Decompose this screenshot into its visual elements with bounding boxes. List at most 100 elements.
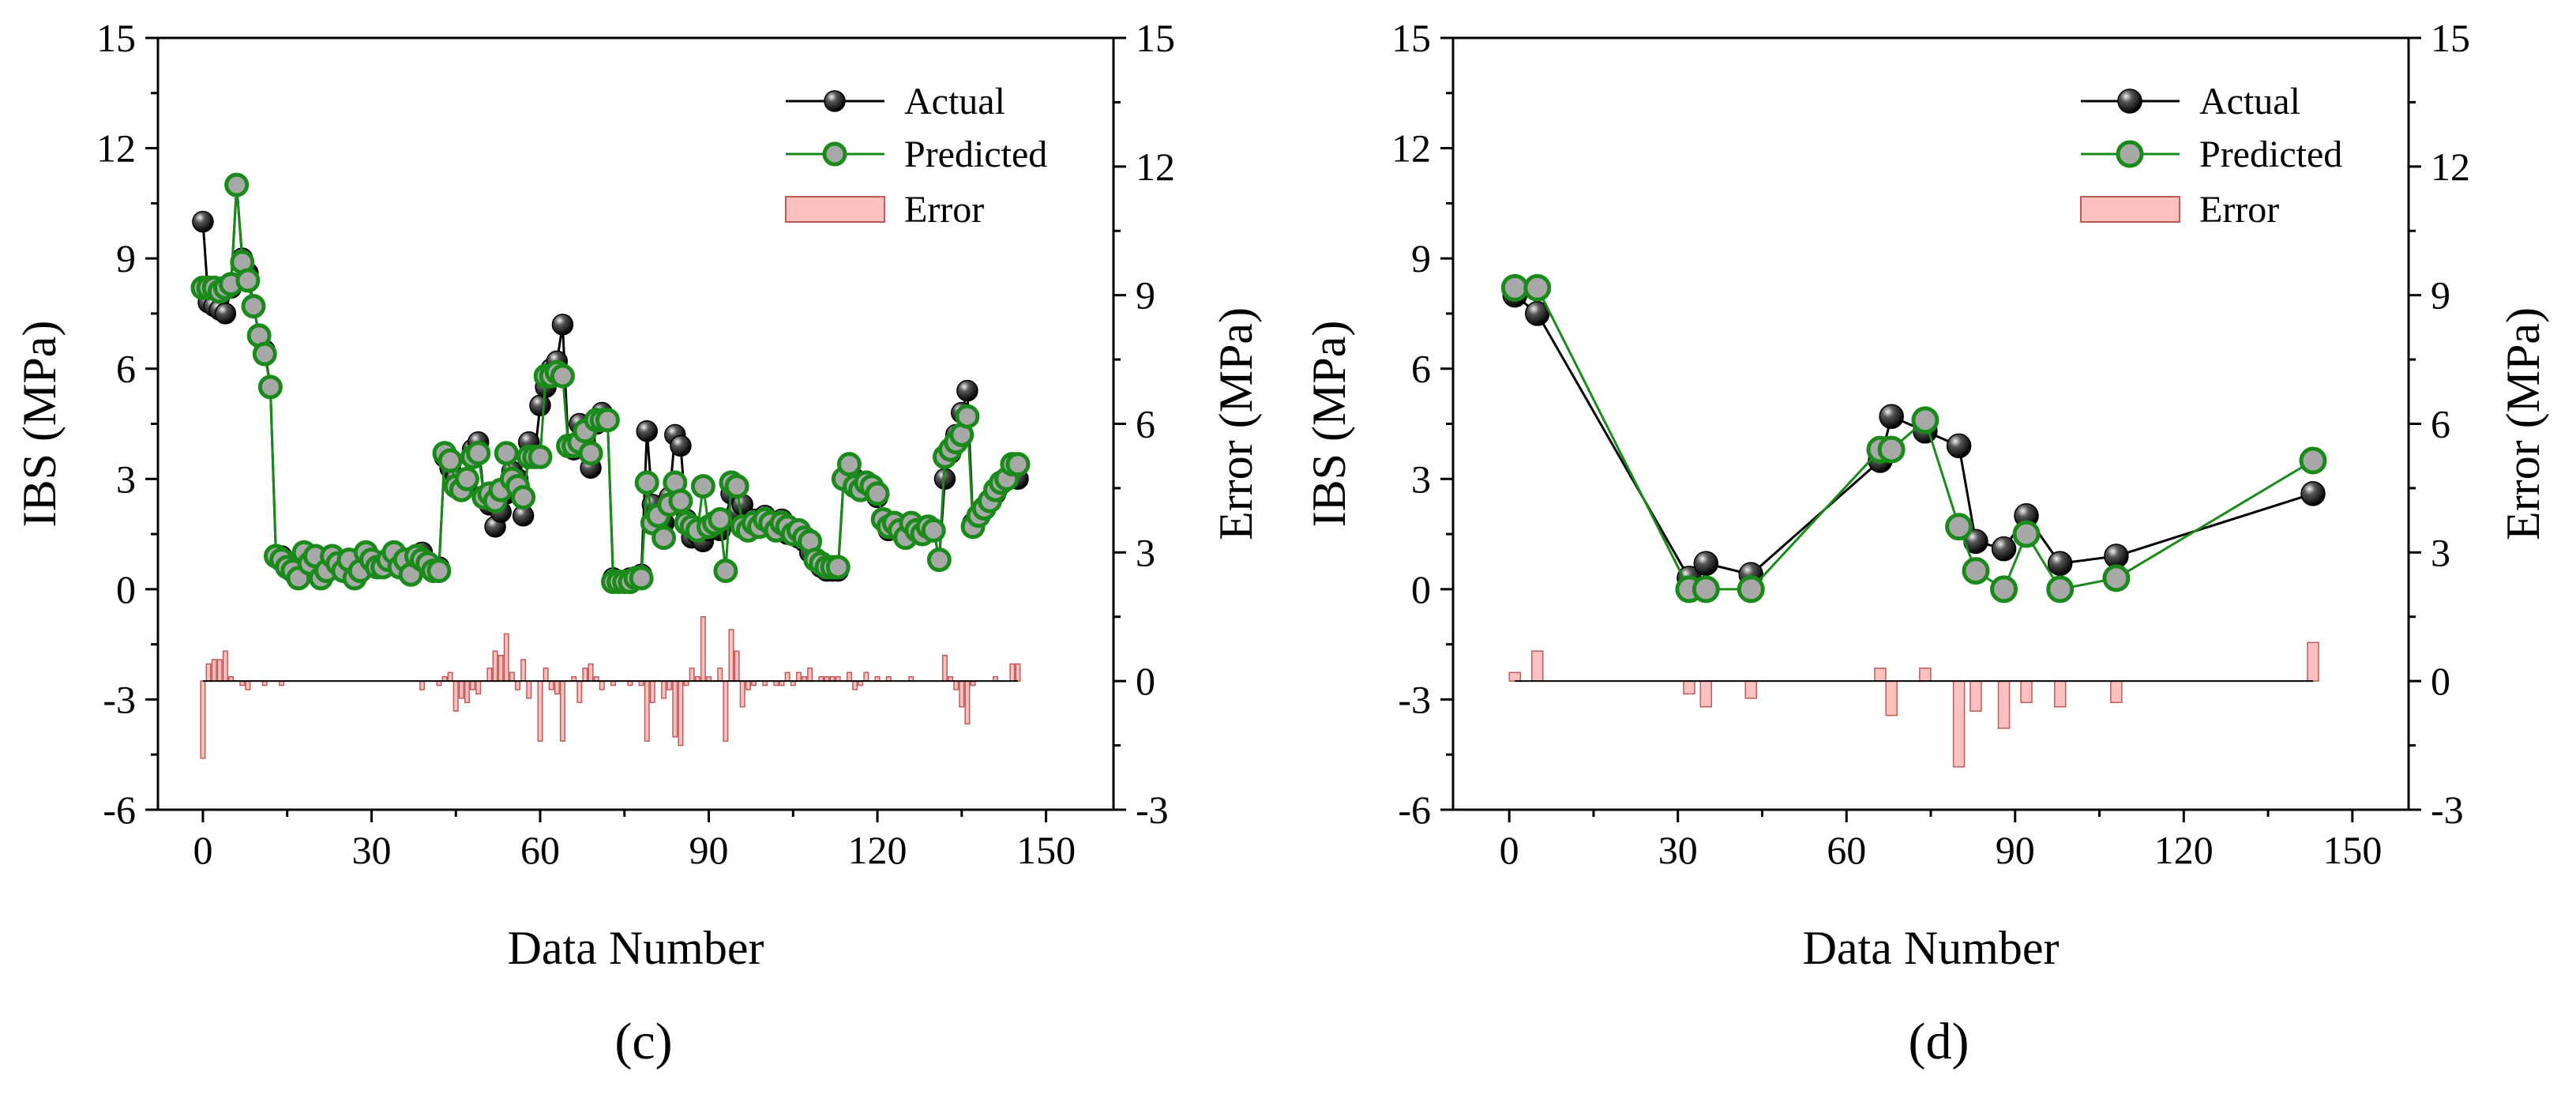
predicted-point xyxy=(2048,577,2072,601)
error-bar xyxy=(516,681,520,690)
y-right-tick-label: 9 xyxy=(1136,273,1155,318)
error-bar xyxy=(1684,681,1695,694)
y-right-tick-label: 12 xyxy=(1136,145,1175,189)
error-bar xyxy=(723,681,728,741)
error-bar xyxy=(734,651,739,681)
error-bar xyxy=(701,617,706,681)
y-left-tick-label: 12 xyxy=(1391,126,1431,171)
legend-error-swatch xyxy=(2081,197,2180,222)
error-bar xyxy=(847,672,852,681)
x-axis-title: Data Number xyxy=(1803,922,2060,974)
y-left-tick-label: -6 xyxy=(103,788,136,832)
predicted-point xyxy=(1739,577,1763,601)
predicted-point xyxy=(429,561,449,581)
error-bar xyxy=(718,668,723,681)
y-right-tick-label: 6 xyxy=(2431,402,2450,446)
error-bar xyxy=(460,681,464,698)
y-left-axis-title: IBS (MPa) xyxy=(13,321,66,528)
predicted-point xyxy=(654,528,674,548)
error-bar xyxy=(729,630,734,681)
error-bar xyxy=(246,681,250,690)
x-tick-label: 0 xyxy=(1500,828,1519,872)
y-left-tick-label: -3 xyxy=(1398,677,1431,721)
predicted-point xyxy=(670,491,691,511)
error-bar xyxy=(561,681,565,741)
error-bar xyxy=(206,664,211,681)
error-bar xyxy=(212,660,216,681)
error-bar xyxy=(808,668,812,681)
error-series xyxy=(201,617,1020,758)
panel-label: (c) xyxy=(614,1013,672,1070)
predicted-point xyxy=(496,443,516,464)
x-tick-label: 90 xyxy=(689,828,729,872)
y-left-tick-label: 0 xyxy=(1411,567,1431,611)
error-bar xyxy=(505,634,509,681)
error-bar xyxy=(959,681,964,707)
error-bar xyxy=(223,651,228,681)
actual-point xyxy=(215,303,235,324)
error-series xyxy=(1509,642,2319,766)
y-left-tick-label: 9 xyxy=(1411,236,1431,280)
error-bar xyxy=(678,681,683,745)
y-left-tick-label: 0 xyxy=(116,567,136,611)
error-bar xyxy=(487,668,492,681)
predicted-point xyxy=(710,509,730,529)
y-left-tick-label: 6 xyxy=(116,347,136,391)
error-bar xyxy=(493,651,498,681)
error-bar xyxy=(583,668,588,681)
error-bar xyxy=(1954,681,1965,767)
predicted-point xyxy=(580,443,601,464)
predicted-point xyxy=(597,410,618,431)
y-right-tick-label: 0 xyxy=(2431,659,2450,703)
actual-point xyxy=(1947,434,1971,457)
error-bar xyxy=(785,672,790,681)
y-left-tick-label: 3 xyxy=(116,457,136,501)
y-right-axis-title: Error (MPa) xyxy=(2497,307,2549,540)
y-right-axis-title: Error (MPa) xyxy=(1210,307,1262,540)
x-tick-label: 60 xyxy=(520,828,560,872)
y-left-tick-label: 6 xyxy=(1411,347,1431,391)
predicted-point xyxy=(243,296,264,317)
legend-actual-marker xyxy=(2118,89,2142,113)
x-tick-label: 120 xyxy=(848,828,907,872)
predicted-point xyxy=(456,468,477,489)
actual-point xyxy=(1992,537,2016,561)
error-bar xyxy=(600,681,605,690)
y-right-tick-label: 9 xyxy=(2431,273,2450,318)
predicted-point xyxy=(260,377,280,397)
predicted-point xyxy=(631,568,652,589)
error-bar xyxy=(1970,681,1981,711)
y-left-tick-label: 15 xyxy=(1391,16,1431,60)
predicted-point xyxy=(727,476,747,497)
y-left-tick-label: -3 xyxy=(103,677,136,721)
actual-point xyxy=(1694,551,1718,575)
predicted-point xyxy=(693,476,713,497)
error-bar xyxy=(662,681,667,698)
actual-line xyxy=(1515,295,2313,578)
error-bar xyxy=(543,668,548,681)
predicted-point xyxy=(2301,449,2325,472)
x-tick-label: 30 xyxy=(351,828,391,872)
error-bar xyxy=(1920,668,1931,681)
legend-predicted-label: Predicted xyxy=(2199,134,2342,175)
error-bar xyxy=(1016,664,1020,681)
error-bar xyxy=(1745,681,1756,698)
y-right-tick-label: 6 xyxy=(1136,402,1155,446)
error-bar xyxy=(527,681,531,698)
predicted-point xyxy=(1694,577,1718,601)
error-bar xyxy=(465,681,470,702)
predicted-point xyxy=(957,406,978,427)
y-right-tick-label: -3 xyxy=(1136,788,1169,832)
x-tick-label: 150 xyxy=(2323,828,2382,872)
predicted-point xyxy=(828,557,848,577)
error-bar xyxy=(740,681,745,707)
predicted-point xyxy=(1879,438,1903,461)
y-right-tick-label: 12 xyxy=(2431,145,2470,189)
error-bar xyxy=(538,681,543,741)
error-bar xyxy=(1700,681,1711,707)
